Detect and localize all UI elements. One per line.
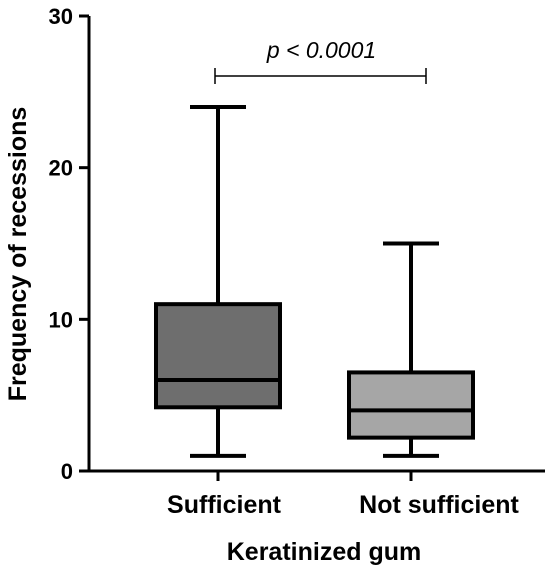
not-sufficient-box xyxy=(347,370,475,440)
p-value-label: p < 0.0001 xyxy=(266,37,376,63)
y-axis-title: Frequency of recessions xyxy=(4,107,32,402)
y-tick-label-0: 0 xyxy=(61,459,73,484)
not-sufficient-category-label: Not sufficient xyxy=(359,491,519,519)
y-tick-label-10: 10 xyxy=(49,307,73,332)
sufficient-box xyxy=(154,302,282,410)
sufficient-category-label: Sufficient xyxy=(167,491,282,519)
y-tick-label-20: 20 xyxy=(49,156,73,181)
x-axis-title: Keratinized gum xyxy=(227,538,421,566)
y-tick-label-30: 30 xyxy=(49,4,73,29)
significance-bracket xyxy=(214,68,427,84)
plot-area: 0 10 20 30 Sufficient Not sufficient p < 0.000… xyxy=(49,4,545,519)
